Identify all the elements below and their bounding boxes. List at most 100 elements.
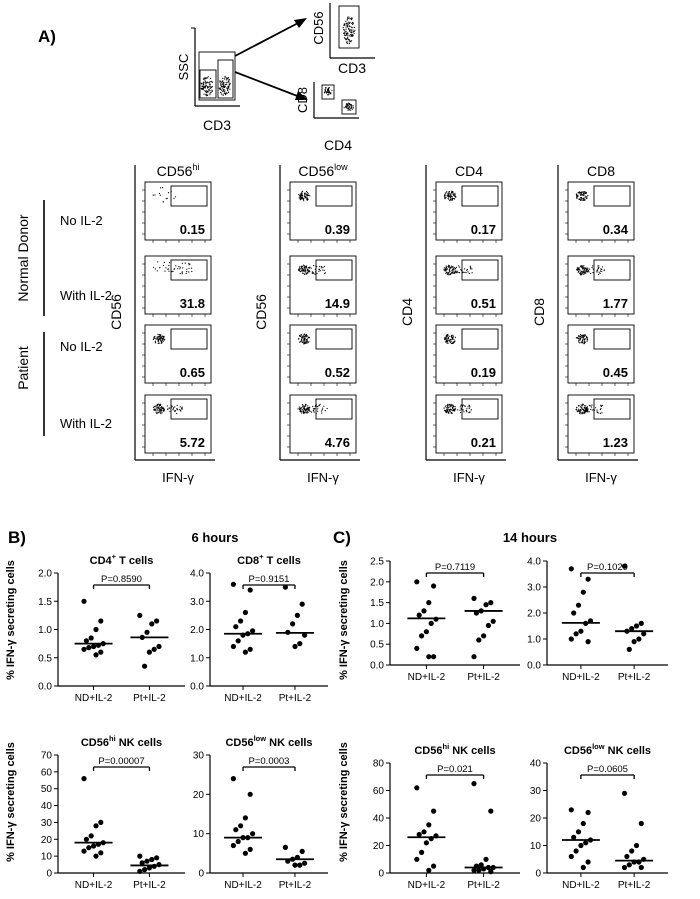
x-tick-label: Pt+IL-2: [279, 693, 312, 704]
scatter-series: [130, 853, 169, 874]
panel-b-time: 6 hours: [192, 530, 239, 545]
flow-percent-value: 0.45: [603, 365, 628, 380]
data-point: [431, 654, 437, 660]
data-point: [242, 815, 248, 821]
scatter-series: [464, 781, 503, 875]
flow-x-label: IFN-γ: [307, 470, 339, 485]
panel-a-label: A): [38, 27, 56, 46]
flow-percent-value: 0.51: [471, 296, 496, 311]
data-point: [297, 641, 303, 647]
scatter-chart: 0.0 1.0 2.0 3.0 4.0 ND+IL-2 Pt+IL-2 P=0.9151 CD8…: [190, 552, 328, 704]
flow-gate: [315, 185, 353, 207]
data-point: [149, 621, 155, 627]
data-point: [573, 848, 579, 854]
y-tick-label: 20: [530, 814, 542, 825]
data-point: [631, 639, 637, 645]
flow-percent-value: 0.52: [325, 365, 350, 380]
data-point: [483, 856, 489, 862]
data-point: [299, 848, 305, 855]
data-point: [471, 781, 477, 787]
data-point: [98, 618, 104, 624]
flow-percent-value: 0.21: [471, 435, 496, 450]
title-superscript: +: [259, 552, 264, 561]
flow-percent-value: 4.76: [325, 435, 350, 450]
data-point: [235, 838, 241, 845]
flow-plot-frame: [567, 255, 635, 315]
data-point: [571, 834, 577, 840]
data-point: [154, 618, 160, 624]
data-point: [580, 820, 586, 827]
data-point: [423, 629, 429, 635]
data-point: [137, 612, 143, 619]
flow-percent-value: 5.72: [180, 435, 205, 450]
x-tick-label: Pt+IL-2: [467, 672, 500, 683]
flow-percent-value: 0.65: [180, 365, 205, 380]
data-point: [91, 643, 97, 650]
gating-ssc-cd3-plot: [191, 27, 240, 107]
p-value-label: P=0.0605: [587, 764, 628, 775]
x-tick-label: Pt+IL-2: [618, 880, 651, 891]
data-point: [151, 646, 157, 652]
flow-events: [575, 191, 589, 201]
data-point: [247, 646, 253, 652]
flow-events: [298, 190, 311, 202]
data-point: [629, 626, 635, 632]
y-tick-label: 40: [373, 814, 385, 825]
x-tick-label: ND+IL-2: [224, 693, 262, 704]
title-rest: NK cells: [605, 745, 651, 757]
data-point: [431, 808, 437, 814]
data-point: [233, 827, 239, 833]
flow-plot-frame: [289, 181, 357, 241]
flow-plot: 0.52: [287, 324, 357, 386]
flow-events: [153, 261, 193, 275]
scatter-chart-title: CD8+ T cells: [237, 552, 301, 567]
scatter-series: [561, 566, 600, 645]
data-point: [568, 636, 574, 642]
flow-gate: [593, 259, 631, 281]
title-rest: NK cells: [266, 737, 312, 749]
data-point: [638, 864, 644, 871]
flow-plot-frame: [144, 394, 212, 454]
flow-percent-value: 0.15: [180, 222, 205, 237]
data-point: [142, 867, 148, 873]
y-tick-label: 30: [530, 786, 542, 797]
data-point: [414, 645, 420, 652]
data-point: [585, 859, 591, 865]
flow-gate: [593, 328, 631, 350]
scatter-chart: 0 20 40 60 80 ND+IL-2 Pt+IL-2 P=0.021 CD56hi NK …: [373, 742, 520, 891]
title-rest: NK cells: [449, 745, 495, 757]
panel-c-time: 14 hours: [503, 530, 557, 545]
data-point: [416, 831, 422, 838]
flow-gate: [315, 398, 353, 420]
condition-label: No IL-2: [60, 339, 103, 354]
data-point: [282, 844, 288, 851]
flow-plot: 0.45: [565, 324, 635, 386]
data-point: [88, 635, 94, 641]
flow-percent-value: 0.19: [471, 365, 496, 380]
data-point: [626, 862, 632, 868]
data-point: [247, 791, 253, 797]
flow-events: [575, 334, 589, 345]
title-superscript: hi: [192, 162, 199, 172]
data-point: [88, 833, 94, 839]
flow-gate: [593, 185, 631, 207]
flow-plot: 31.8: [142, 255, 212, 317]
flow-plot: 0.51: [433, 255, 503, 317]
y-tick-label: 3.0: [527, 583, 541, 594]
scatter-series: [615, 790, 654, 871]
data-point: [578, 628, 584, 634]
x-tick-label: ND+IL-2: [75, 880, 113, 891]
flow-gate: [170, 328, 208, 350]
flow-plot-frame: [567, 324, 635, 384]
flow-plot-frame: [144, 181, 212, 241]
flow-events: [575, 403, 603, 415]
flow-events: [576, 265, 606, 276]
panel-b-label: B): [8, 528, 26, 547]
flow-column: CD8 CD8 IFN-γ 0.34 1.77 0.45 1.23: [531, 163, 638, 485]
flow-percent-value: 1.23: [603, 435, 628, 450]
flow-plot-frame: [289, 324, 357, 384]
condition-label: No IL-2: [60, 213, 103, 228]
data-point: [250, 831, 256, 837]
data-point: [156, 643, 162, 650]
data-point: [93, 823, 99, 829]
